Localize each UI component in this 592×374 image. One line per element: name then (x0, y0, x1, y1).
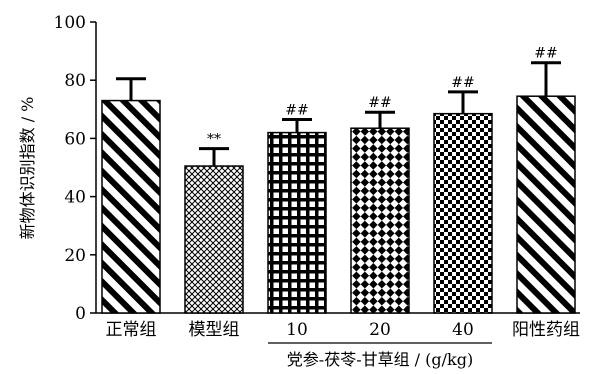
significance-mark-4: ## (451, 75, 474, 91)
axes (90, 21, 580, 344)
x-tick-label-2: 10 (286, 320, 308, 340)
bars (101, 61, 576, 314)
bar-3 (350, 127, 410, 314)
x-tick-label-4: 40 (452, 320, 474, 340)
y-tick-label: 40 (64, 188, 86, 208)
dose-group-label: 党参-茯苓-甘草组 / (g/kg) (287, 350, 473, 369)
x-tick-label-1: 模型组 (189, 320, 240, 340)
significance-mark-2: ## (285, 102, 308, 118)
significance-mark-3: ## (368, 95, 391, 111)
labels: 0 20 40 60 80 100 正常组 ** 模型组 ## 10 ## 20 ## 40 ## 阳性药组 (54, 13, 580, 340)
bar-5 (516, 95, 576, 314)
x-tick-label-5: 阳性药组 (512, 320, 580, 340)
bar-2 (267, 131, 327, 314)
significance-mark-1: ** (207, 132, 221, 148)
y-tick-label: 100 (54, 13, 86, 33)
bar-0 (101, 99, 161, 314)
significance-mark-5: ## (534, 46, 557, 62)
y-tick-label: 80 (64, 71, 86, 91)
y-axis-label: 新物体识别指数 / % (18, 97, 37, 240)
bar-1 (184, 165, 244, 314)
y-tick-label: 20 (64, 246, 86, 266)
y-tick-label: 60 (64, 129, 86, 149)
x-tick-label-0: 正常组 (106, 320, 157, 340)
y-tick-label: 0 (75, 304, 86, 324)
bar-4 (433, 112, 493, 314)
x-tick-label-3: 20 (369, 320, 391, 340)
